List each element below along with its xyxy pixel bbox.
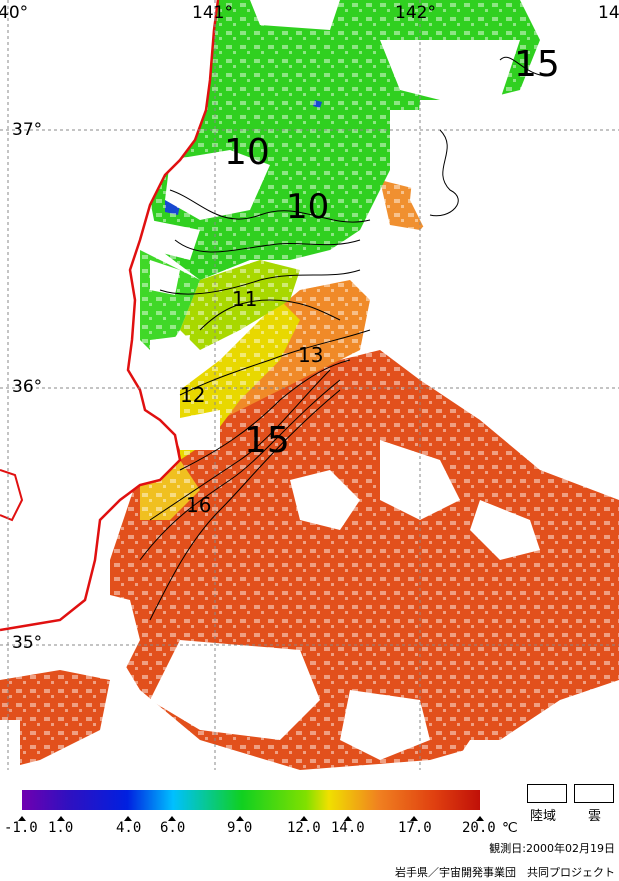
tick-label-6: 6.0 — [160, 820, 185, 836]
lon-label-141: 141° — [192, 3, 233, 23]
lat-label-37: 37° — [12, 120, 42, 140]
isotherms — [139, 56, 541, 621]
contour-label-15-center: 15 — [244, 420, 290, 461]
land-area — [0, 0, 218, 630]
tick-label-min: -1.0 — [4, 820, 38, 836]
graticule — [0, 0, 619, 770]
legend: -1.0 1.0 4.0 6.0 9.0 12.0 14.0 17.0 20.0… — [4, 790, 518, 836]
cloud-key-swatch — [574, 784, 614, 803]
contour-label-10-north: 10 — [224, 132, 270, 173]
credit-text: 岩手県／宇宙開発事業団 共同プロジェクト — [395, 866, 615, 879]
contour-label-10-mid: 10 — [286, 187, 329, 227]
contour-label-16: 16 — [186, 493, 211, 517]
lon-label-143: 14 — [598, 3, 619, 23]
land-key-label: 陸域 — [530, 809, 557, 824]
lat-label-35: 35° — [12, 633, 42, 653]
unit-label: ℃ — [502, 820, 518, 836]
tick-label-14: 14.0 — [331, 820, 365, 836]
lon-label-142: 142° — [395, 3, 436, 23]
lat-label-36: 36° — [12, 377, 42, 397]
cloud-key-label: 雲 — [588, 809, 602, 824]
contour-label-12: 12 — [180, 383, 205, 407]
cloud-mask — [0, 0, 619, 770]
tick-markers — [18, 816, 484, 821]
tick-label-max: 20.0 — [462, 820, 496, 836]
tick-label-17: 17.0 — [398, 820, 432, 836]
tick-label-1: 1.0 — [48, 820, 73, 836]
contour-label-15-northeast: 15 — [514, 44, 560, 85]
observation-date: 観測日:2000年02月19日 — [489, 842, 615, 855]
tick-label-9: 9.0 — [227, 820, 252, 836]
contour-label-13: 13 — [298, 343, 323, 367]
tick-label-4: 4.0 — [116, 820, 141, 836]
contour-label-11: 11 — [232, 287, 257, 311]
tick-label-12: 12.0 — [287, 820, 321, 836]
sea-surface-temperature-map: 40° 141° 142° 14 37° 36° 35° 10 10 11 12… — [0, 0, 619, 770]
land-key-swatch — [527, 784, 567, 803]
color-scale-bar — [22, 790, 480, 810]
coastline — [0, 0, 220, 632]
lon-label-140: 40° — [0, 3, 28, 23]
